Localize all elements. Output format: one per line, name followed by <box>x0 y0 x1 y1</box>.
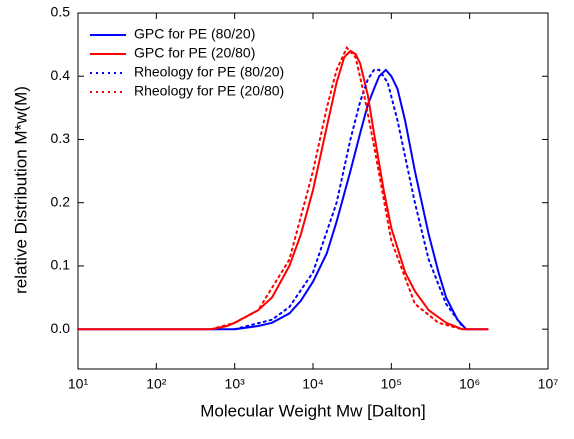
y-tick-label: 0.2 <box>51 193 71 209</box>
x-tick-label: 10⁵ <box>381 376 402 392</box>
series-line <box>233 68 464 331</box>
x-tick-label: 10⁷ <box>538 376 559 392</box>
x-axis-label: Molecular Weight Mw [Dalton] <box>200 401 426 420</box>
y-tick-label: 0.1 <box>51 257 71 273</box>
legend-label: Rheology for PE (20/80) <box>134 83 284 99</box>
y-tick-label: 0.3 <box>51 130 71 146</box>
y-tick-label: 0.4 <box>51 67 71 83</box>
x-tick-label: 10⁶ <box>459 376 480 392</box>
legend-label: GPC for PE (20/80) <box>134 45 255 61</box>
x-tick-label: 10² <box>146 376 167 392</box>
series-line <box>210 46 464 331</box>
x-tick-label: 10³ <box>225 376 246 392</box>
series-line <box>77 68 489 331</box>
y-tick-label: 0.5 <box>51 4 71 20</box>
series-line <box>77 49 489 331</box>
legend-label: Rheology for PE (80/20) <box>134 64 284 80</box>
y-tick-label: 0.0 <box>51 320 71 336</box>
y-axis-label: relative Distribution M*w(M) <box>11 86 30 294</box>
x-tick-label: 10⁴ <box>302 376 324 392</box>
legend-label: GPC for PE (80/20) <box>134 26 255 42</box>
x-tick-label: 10¹ <box>68 376 89 392</box>
